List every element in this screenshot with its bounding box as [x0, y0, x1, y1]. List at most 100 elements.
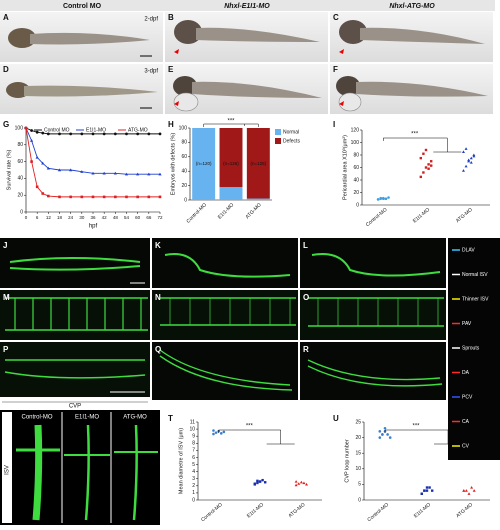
image-label: 3-dpf: [144, 69, 158, 75]
point: [461, 150, 465, 153]
x-axis-label: hpf: [89, 224, 98, 230]
y-tick-label: 8: [192, 441, 195, 447]
panel-letter: F: [333, 65, 338, 74]
side-label-box: [2, 412, 12, 523]
image-label: E1I1-MO: [75, 415, 99, 421]
isv: [317, 298, 439, 326]
point: [294, 483, 298, 487]
x-tick-label: 24: [68, 215, 74, 220]
point: [428, 486, 431, 489]
point: [427, 163, 430, 166]
point: [381, 433, 384, 436]
legend-label: DA: [462, 370, 470, 376]
embryo: [8, 28, 36, 48]
point: [113, 171, 117, 175]
point: [420, 492, 423, 495]
x-tick-label: ATG-MO: [288, 502, 307, 519]
point: [464, 164, 468, 168]
embryo: [192, 81, 322, 98]
panel-letter: B: [168, 13, 174, 22]
y-tick-label: 40: [17, 176, 23, 182]
point: [467, 492, 471, 495]
y-tick-label: 1: [192, 490, 195, 496]
y-tick-label: 20: [181, 183, 187, 189]
point: [41, 161, 45, 165]
legend-label: Control MO: [44, 127, 70, 133]
legend-swatch: [275, 129, 281, 135]
x-tick-label: 30: [79, 215, 85, 220]
y-tick-label: 120: [351, 127, 360, 133]
point: [430, 164, 433, 167]
x-tick-label: E1I1-MO: [413, 502, 432, 520]
y-tick-label: 100: [351, 140, 360, 146]
point: [35, 155, 39, 159]
legend-label: PCV: [462, 394, 473, 400]
point: [470, 486, 474, 489]
isv: [169, 298, 291, 325]
point: [388, 436, 392, 439]
y-tick-label: 0: [20, 209, 23, 215]
point: [419, 156, 422, 160]
point: [464, 147, 468, 150]
point: [425, 489, 429, 492]
y-tick-label: 60: [353, 165, 359, 171]
point: [41, 131, 45, 135]
point: [47, 194, 50, 198]
point: [136, 195, 139, 199]
point: [382, 197, 385, 201]
panel-letter: O: [303, 293, 309, 302]
x-tick-label: 72: [157, 215, 163, 220]
panel-letter: G: [3, 120, 9, 129]
point: [158, 132, 162, 136]
x-tick-label: Control-MO: [186, 202, 209, 225]
point: [80, 195, 84, 199]
panel-letter: S: [3, 414, 9, 423]
legend-label: PAV: [462, 321, 472, 327]
isv: [132, 424, 138, 521]
embryo: [360, 27, 485, 44]
point: [299, 480, 303, 484]
point: [41, 192, 45, 195]
isv: [84, 424, 90, 521]
y-axis-label: Survival rate (%): [6, 150, 12, 191]
image-label: Control-MO: [21, 415, 52, 421]
legend-label: CA: [462, 419, 470, 425]
legend-label: Normal ISV: [462, 272, 488, 278]
point: [469, 156, 473, 160]
y-axis-label: Mean diametre of ISV (μm): [178, 428, 184, 494]
point: [147, 195, 151, 199]
point: [214, 431, 218, 434]
point: [425, 486, 429, 489]
image-label: 2-dpf: [144, 17, 158, 23]
edema: [338, 92, 362, 112]
y-tick-label: 40: [353, 177, 359, 183]
y-tick-label: 20: [17, 193, 23, 199]
y-tick-label: 7: [192, 448, 195, 454]
point: [424, 148, 428, 152]
image-label: CVP: [69, 404, 81, 410]
legend-label: DLAV: [462, 247, 475, 253]
point: [424, 166, 428, 169]
significance-bracket: [218, 429, 295, 445]
x-tick-label: 36: [90, 215, 96, 220]
y-tick-label: 40: [181, 169, 187, 175]
y-tick-label: 15: [355, 451, 361, 457]
panel-letter: P: [3, 345, 9, 354]
header: Nhxl-E1I1-MO: [224, 3, 270, 10]
image: [152, 342, 298, 400]
y-tick-label: 60: [17, 159, 23, 165]
point: [378, 436, 382, 439]
image: [0, 238, 150, 288]
y-tick-label: 10: [189, 426, 195, 432]
x-tick-label: E1I1-MO: [217, 202, 235, 220]
image: [0, 410, 160, 525]
point: [423, 489, 426, 492]
point: [384, 197, 388, 201]
image: [152, 238, 298, 288]
significance-bracket: [384, 429, 462, 445]
y-tick-label: 11: [190, 419, 195, 425]
y-tick-label: 3: [192, 476, 195, 482]
point: [378, 430, 382, 433]
